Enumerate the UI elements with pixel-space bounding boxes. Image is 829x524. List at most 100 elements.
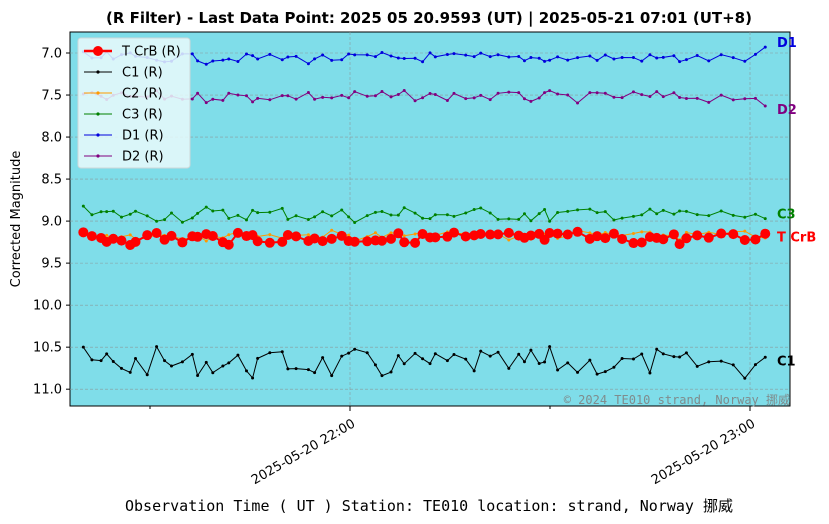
data-point bbox=[105, 210, 109, 214]
data-point bbox=[588, 358, 592, 362]
data-point bbox=[294, 54, 298, 58]
data-point bbox=[472, 369, 476, 373]
data-point bbox=[562, 229, 573, 240]
data-point bbox=[207, 231, 218, 242]
data-point bbox=[753, 96, 757, 100]
data-point bbox=[268, 351, 272, 355]
data-point bbox=[421, 216, 425, 220]
data-point bbox=[433, 352, 437, 356]
data-point bbox=[163, 359, 167, 363]
data-point bbox=[672, 355, 676, 359]
data-point bbox=[111, 209, 115, 213]
data-point bbox=[522, 59, 526, 63]
data-point bbox=[244, 369, 248, 373]
data-point bbox=[169, 364, 173, 368]
data-point bbox=[763, 355, 767, 359]
data-point bbox=[743, 59, 747, 63]
data-point bbox=[566, 361, 570, 365]
data-point bbox=[340, 354, 344, 358]
data-point bbox=[291, 231, 302, 242]
data-point bbox=[496, 91, 500, 95]
data-point bbox=[163, 218, 167, 222]
data-point bbox=[244, 218, 248, 222]
data-point bbox=[196, 59, 200, 63]
data-point bbox=[496, 217, 500, 221]
data-point bbox=[353, 347, 357, 351]
data-point bbox=[743, 97, 747, 101]
data-point bbox=[145, 373, 149, 377]
data-point bbox=[280, 58, 284, 62]
data-point bbox=[330, 228, 334, 232]
data-point bbox=[353, 221, 357, 225]
data-point bbox=[603, 53, 607, 57]
data-point bbox=[421, 96, 425, 100]
data-point bbox=[317, 236, 328, 247]
end-label: D1 bbox=[777, 36, 797, 51]
data-point bbox=[389, 231, 393, 235]
data-point bbox=[227, 91, 231, 95]
data-point bbox=[236, 213, 240, 217]
data-point bbox=[507, 238, 511, 242]
data-point bbox=[728, 229, 739, 240]
data-point bbox=[256, 96, 260, 100]
data-point bbox=[99, 359, 103, 363]
data-point bbox=[180, 220, 184, 224]
y-tick-label: 8.0 bbox=[41, 131, 62, 146]
data-point bbox=[684, 351, 688, 355]
data-point bbox=[313, 215, 317, 219]
data-point bbox=[134, 356, 138, 360]
data-point bbox=[595, 372, 599, 376]
data-point bbox=[488, 98, 492, 102]
data-point bbox=[86, 231, 97, 242]
data-point bbox=[413, 56, 417, 60]
data-point bbox=[684, 209, 688, 213]
data-point bbox=[648, 207, 652, 211]
data-point bbox=[306, 217, 310, 221]
data-point bbox=[190, 52, 194, 56]
data-point bbox=[716, 228, 727, 239]
y-axis-label: Corrected Magnitude bbox=[9, 151, 24, 288]
x-axis-ticks: 2025-05-20 22:00 2025-05-20 23:00 bbox=[149, 406, 758, 488]
series-c1-r- bbox=[81, 345, 767, 380]
data-point bbox=[588, 231, 592, 235]
data-point bbox=[280, 206, 284, 210]
data-point bbox=[760, 228, 771, 239]
legend-marker bbox=[96, 70, 100, 74]
legend-marker bbox=[96, 133, 100, 137]
data-point bbox=[321, 53, 325, 57]
data-point bbox=[603, 91, 607, 95]
data-point bbox=[445, 359, 449, 363]
data-point bbox=[572, 226, 583, 237]
data-point bbox=[719, 209, 723, 213]
data-point bbox=[402, 234, 406, 238]
data-point bbox=[631, 231, 635, 235]
end-label: D2 bbox=[777, 103, 797, 118]
series-t-crb-r- bbox=[78, 226, 771, 250]
data-point bbox=[362, 236, 373, 247]
data-point bbox=[452, 52, 456, 56]
data-point bbox=[612, 365, 616, 369]
data-point bbox=[507, 366, 511, 370]
data-point bbox=[130, 236, 141, 247]
data-point bbox=[522, 97, 526, 101]
data-point bbox=[628, 238, 639, 249]
data-point bbox=[251, 100, 255, 104]
data-point bbox=[655, 347, 659, 351]
data-point bbox=[695, 364, 699, 368]
data-point bbox=[452, 91, 456, 95]
data-point bbox=[221, 58, 225, 62]
y-tick-label: 7.0 bbox=[41, 47, 62, 62]
data-point bbox=[719, 53, 723, 57]
data-point bbox=[78, 227, 89, 238]
data-point bbox=[252, 236, 263, 247]
data-point bbox=[264, 237, 275, 248]
data-point bbox=[347, 215, 351, 219]
data-point bbox=[294, 367, 298, 371]
data-point bbox=[286, 367, 290, 371]
data-point bbox=[695, 213, 699, 217]
data-point bbox=[658, 234, 669, 245]
data-point bbox=[321, 356, 325, 360]
legend-label: T CrB (R) bbox=[121, 45, 181, 60]
legend-label: C1 (R) bbox=[122, 66, 163, 81]
data-point bbox=[286, 217, 290, 221]
